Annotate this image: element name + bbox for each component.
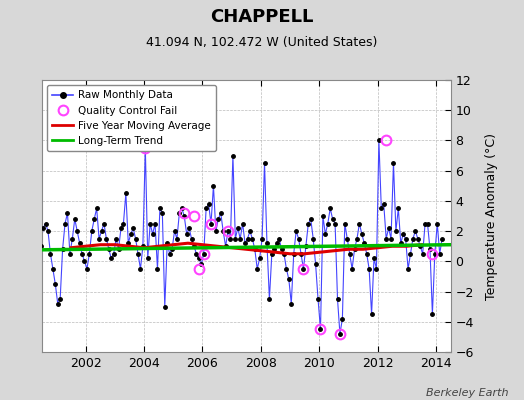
Text: 41.094 N, 102.472 W (United States): 41.094 N, 102.472 W (United States) bbox=[146, 36, 378, 49]
Text: Berkeley Earth: Berkeley Earth bbox=[426, 388, 508, 398]
Legend: Raw Monthly Data, Quality Control Fail, Five Year Moving Average, Long-Term Tren: Raw Monthly Data, Quality Control Fail, … bbox=[47, 85, 216, 151]
Y-axis label: Temperature Anomaly (°C): Temperature Anomaly (°C) bbox=[485, 132, 498, 300]
Text: CHAPPELL: CHAPPELL bbox=[210, 8, 314, 26]
